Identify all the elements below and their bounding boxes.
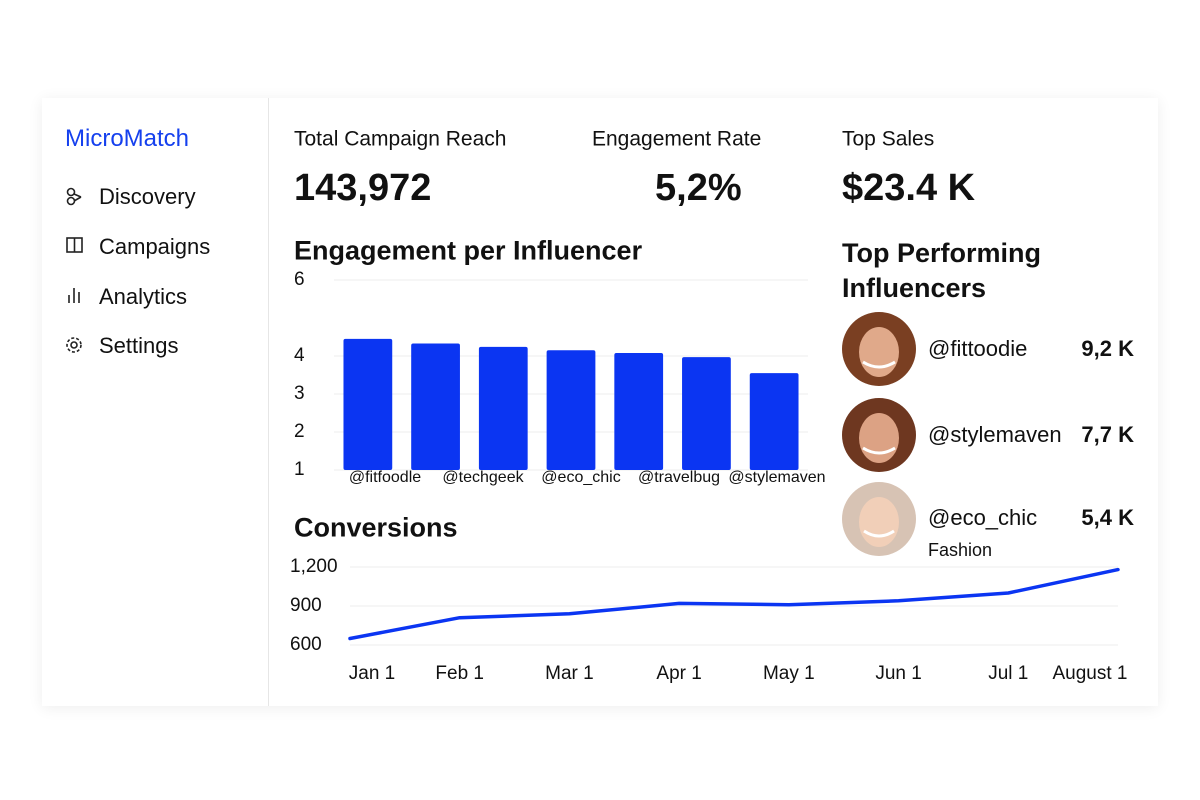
bar [343, 338, 393, 470]
influencer-value: 9,2 K [1081, 336, 1134, 361]
x-tick-label: August 1 [1053, 663, 1128, 684]
y-tick-label: 600 [290, 634, 322, 655]
influencer-handle[interactable]: @eco_chic [928, 505, 1038, 530]
bar [411, 343, 460, 470]
chart-title: Conversions [294, 512, 458, 543]
nav-icons [66, 187, 83, 353]
nav-item[interactable]: Discovery [99, 184, 196, 209]
kpi-value: $23.4 K [842, 167, 976, 209]
bar [749, 373, 799, 470]
card [42, 98, 1158, 706]
nav-item[interactable]: Campaigns [99, 234, 211, 259]
x-tick-label: Mar 1 [545, 663, 594, 684]
influencer-handle[interactable]: @stylemaven [928, 422, 1062, 447]
bar [478, 346, 528, 470]
x-tick-label: @stylemaven [728, 469, 825, 486]
x-tick-label: Jan 1 [349, 663, 395, 684]
brand[interactable]: MicroMatch [65, 125, 190, 152]
kpi-value: 5,2% [655, 167, 742, 209]
x-tick-label: Jul 1 [988, 663, 1028, 684]
y-tick-label: 3 [294, 383, 305, 404]
x-tick-label: May 1 [763, 663, 815, 684]
nav-item[interactable]: Analytics [99, 284, 188, 309]
kpi-label: Top Sales [842, 127, 935, 151]
x-tick-label: @travelbug [638, 469, 720, 486]
x-tick-label: @eco_chic [541, 469, 620, 486]
bar [546, 350, 596, 470]
x-tick-label: Jun 1 [875, 663, 921, 684]
y-tick-label: 4 [294, 345, 305, 366]
kpi-label: Total Campaign Reach [294, 127, 507, 151]
nav-item[interactable]: Settings [99, 333, 179, 358]
kpi-value: 143,972 [294, 167, 432, 209]
influencer-value: 5,4 K [1081, 505, 1134, 530]
chart-title: Engagement per Influencer [294, 235, 643, 266]
y-tick-label: 2 [294, 421, 305, 442]
x-tick-label: @fitfoodle [349, 469, 421, 486]
avatar[interactable] [842, 312, 916, 386]
divider [268, 98, 269, 706]
bar [682, 357, 731, 470]
kpi-label: Engagement Rate [592, 127, 762, 151]
y-tick-label: 6 [294, 269, 305, 290]
x-tick-label: Apr 1 [656, 663, 701, 684]
y-tick-label: 1 [294, 459, 305, 480]
bar [614, 352, 664, 470]
avatar[interactable] [842, 398, 916, 472]
avatar[interactable] [842, 482, 916, 556]
avatars [842, 312, 916, 556]
y-tick-label: 1,200 [290, 556, 338, 577]
x-tick-label: Feb 1 [435, 663, 484, 684]
influencer-value: 7,7 K [1081, 422, 1134, 447]
x-tick-label: @techgeek [442, 469, 524, 486]
influencer-handle[interactable]: @fittoodie [928, 336, 1028, 361]
y-tick-label: 900 [290, 595, 322, 616]
influencer-category: Fashion [928, 540, 993, 560]
section-title: Top Performing Influencers [842, 238, 1041, 303]
line [348, 567, 1120, 641]
